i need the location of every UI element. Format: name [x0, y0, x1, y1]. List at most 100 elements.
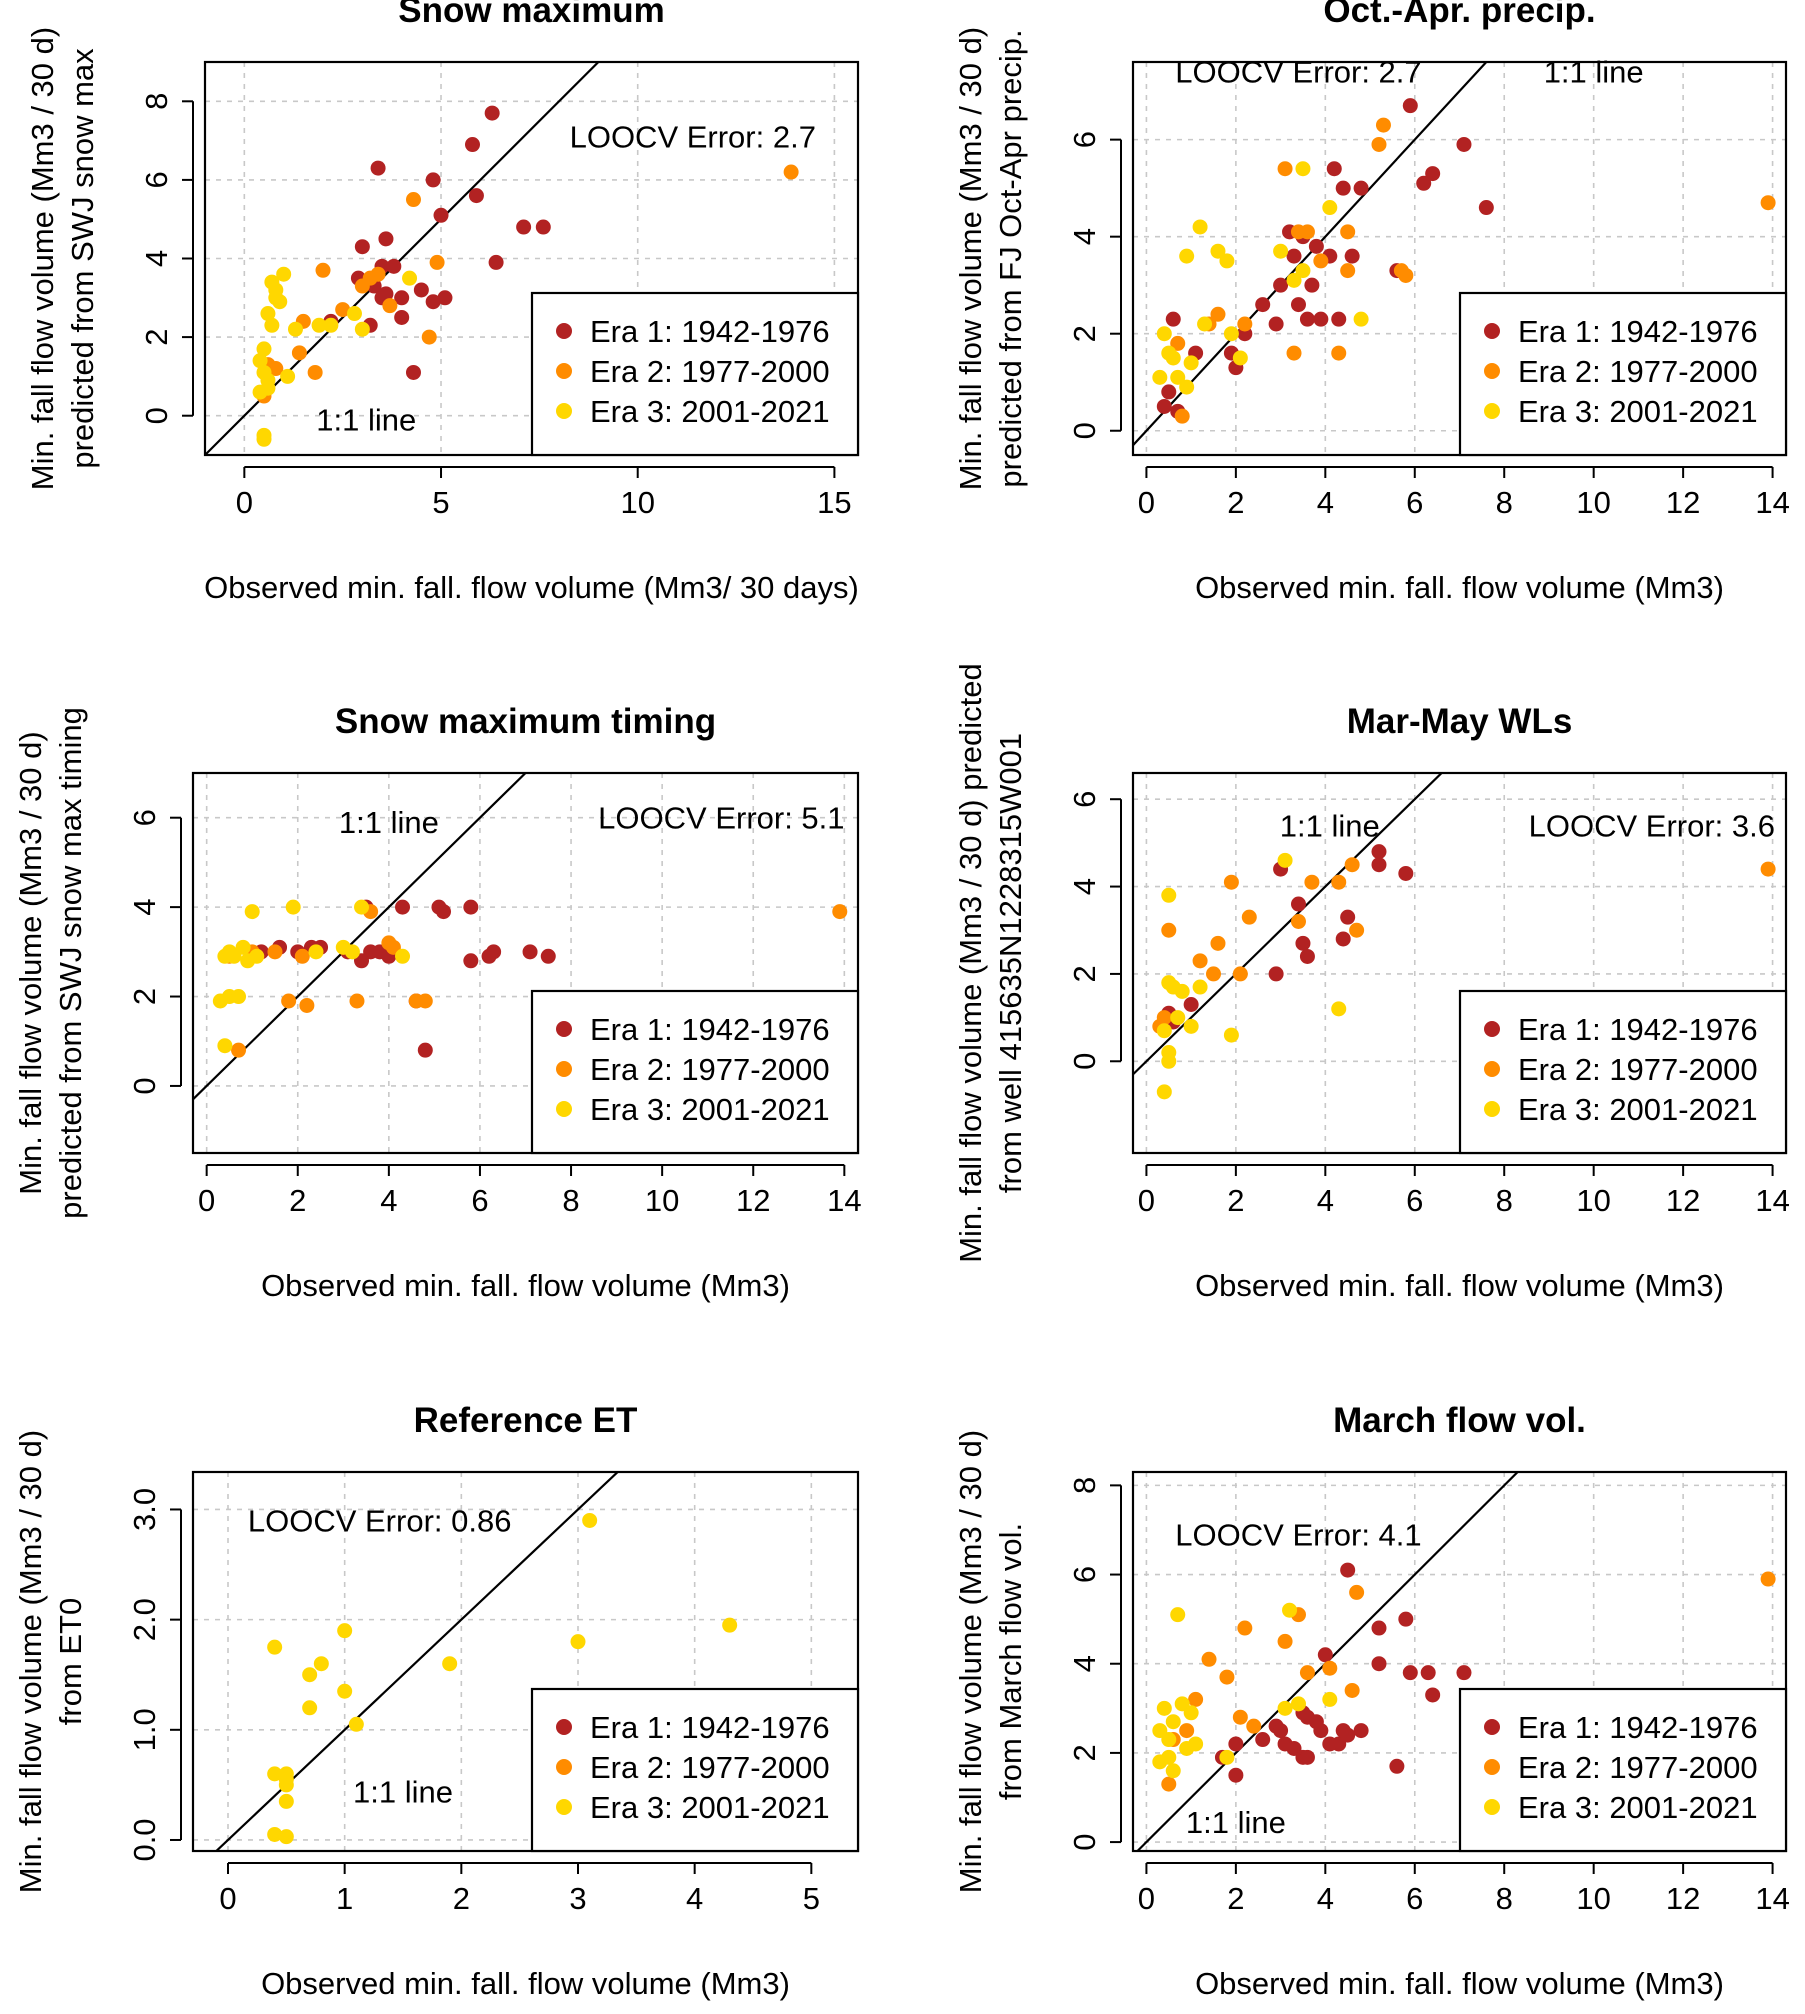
- data-point: [1290, 297, 1306, 313]
- data-point: [1353, 180, 1369, 196]
- data-point: [386, 258, 402, 274]
- data-point: [1344, 1682, 1360, 1698]
- y-axis-label-line1: Min. fall flow volume (Mm3 / 30 d): [953, 27, 988, 490]
- series-3: [1152, 161, 1369, 395]
- series-3: [212, 899, 411, 1054]
- data-point: [1255, 1732, 1271, 1748]
- data-point: [1295, 935, 1311, 951]
- data-point: [264, 317, 280, 333]
- data-point: [313, 1656, 329, 1672]
- data-point: [267, 1639, 283, 1655]
- x-tick-label: 10: [1576, 1881, 1610, 1916]
- data-point: [1282, 1602, 1298, 1618]
- data-point: [1152, 1754, 1168, 1770]
- chart-panel-5: 0 1 2 3 4 5 0.0 1.0 2.0 3.0 Reference ET Observed m…: [13, 1401, 860, 2001]
- data-point: [1210, 306, 1226, 322]
- data-point: [1299, 1665, 1315, 1681]
- data-point: [433, 207, 449, 223]
- data-point: [1335, 931, 1351, 947]
- data-point: [1299, 1749, 1315, 1765]
- legend-marker-era3: [1484, 403, 1500, 419]
- data-point: [323, 317, 339, 333]
- data-point: [1371, 1656, 1387, 1672]
- legend-label-era2: Era 2: 1977-2000: [1518, 1052, 1758, 1087]
- y-axis-label-line2: from ET0: [53, 1598, 88, 1725]
- gridlines: [1133, 773, 1786, 1153]
- y-tick-label: 0: [1067, 1053, 1102, 1070]
- data-point: [302, 1667, 318, 1683]
- legend-label-era3: Era 3: 2001-2021: [1518, 1092, 1758, 1127]
- annotation-one-to-one-label: 1:1 line: [1544, 55, 1644, 90]
- data-point: [1156, 326, 1172, 342]
- series-3: [1156, 852, 1347, 1100]
- data-point: [370, 160, 386, 176]
- legend-marker-era3: [1484, 1101, 1500, 1117]
- data-point: [348, 1716, 364, 1732]
- annotation-loocv-error: LOOCV Error: 4.1: [1175, 1517, 1421, 1552]
- data-point: [1228, 1767, 1244, 1783]
- series-2: [1152, 857, 1776, 1034]
- data-points: [212, 899, 848, 1058]
- data-point: [1299, 948, 1315, 964]
- x-tick-label: 10: [645, 1183, 679, 1218]
- one-to-one-line: [1133, 773, 1444, 1076]
- x-axis-label: Observed min. fall. flow volume (Mm3): [1195, 1966, 1724, 2001]
- x-tick-label: 5: [803, 1881, 820, 1916]
- x-tick-label: 14: [1755, 1183, 1789, 1218]
- data-point: [1398, 865, 1414, 881]
- data-point: [267, 1826, 283, 1842]
- data-point: [240, 953, 256, 969]
- series-1: [267, 1512, 738, 1845]
- data-point: [1402, 1665, 1418, 1681]
- x-tick-label: 14: [827, 1183, 861, 1218]
- y-tick-label: 2: [127, 988, 162, 1005]
- data-point: [1183, 996, 1199, 1012]
- data-point: [1425, 166, 1441, 182]
- data-point: [1322, 1660, 1338, 1676]
- data-point: [260, 306, 276, 322]
- x-tick-label: 2: [1227, 1881, 1244, 1916]
- data-point: [425, 294, 441, 310]
- chart-title: Mar-May WLs: [1347, 702, 1573, 741]
- legend-label-era2: Era 2: 1977-2000: [590, 1750, 830, 1785]
- data-point: [315, 262, 331, 278]
- data-point: [1344, 857, 1360, 873]
- series-1: [1214, 1562, 1472, 1783]
- x-tick-label: 0: [198, 1183, 215, 1218]
- data-point: [1398, 1611, 1414, 1627]
- legend-label-era3: Era 3: 2001-2021: [590, 394, 830, 429]
- one-to-one-line: [214, 1472, 620, 1851]
- data-point: [1340, 224, 1356, 240]
- data-point: [1183, 1705, 1199, 1721]
- data-point: [1273, 277, 1289, 293]
- data-point: [1161, 1053, 1177, 1069]
- y-tick-label: 6: [127, 809, 162, 826]
- legend-label-era3: Era 3: 2001-2021: [1518, 394, 1758, 429]
- data-point: [1335, 180, 1351, 196]
- data-point: [1268, 966, 1284, 982]
- data-point: [1402, 98, 1418, 114]
- data-point: [1420, 1665, 1436, 1681]
- x-axis-label: Observed min. fall. flow volume (Mm3/ 30…: [204, 570, 859, 605]
- data-point: [1389, 1758, 1405, 1774]
- data-point: [1219, 1749, 1235, 1765]
- data-point: [1219, 253, 1235, 269]
- x-tick-label: 8: [1496, 1183, 1513, 1218]
- x-tick-label: 12: [736, 1183, 770, 1218]
- data-point: [1165, 1714, 1181, 1730]
- data-point: [1331, 874, 1347, 890]
- x-tick-label: 2: [1227, 1183, 1244, 1218]
- data-point: [1295, 161, 1311, 177]
- data-point: [395, 948, 411, 964]
- data-point: [278, 1771, 294, 1787]
- legend: Era 1: 1942-1976 Era 2: 1977-2000 Era 3: 2…: [1458, 989, 1788, 1155]
- data-point: [570, 1634, 586, 1650]
- legend-label-era3: Era 3: 2001-2021: [590, 1790, 830, 1825]
- y-tick-label: 0: [127, 1077, 162, 1094]
- y-tick-label: 6: [139, 171, 174, 188]
- data-point: [308, 944, 324, 960]
- series-1: [253, 899, 556, 1058]
- x-tick-label: 5: [432, 485, 449, 520]
- data-point: [1317, 1647, 1333, 1663]
- data-point: [1223, 874, 1239, 890]
